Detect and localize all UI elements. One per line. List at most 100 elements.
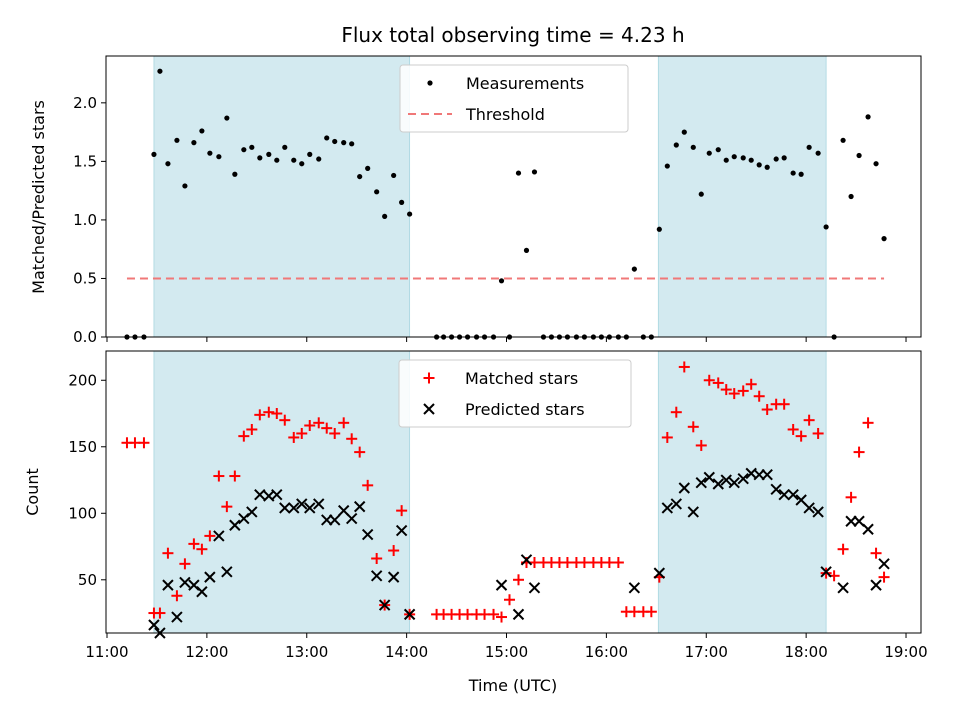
matched-star-point: [837, 543, 849, 555]
matched-star-point: [279, 414, 291, 426]
observing-window-shade: [657, 55, 827, 338]
predicted-marker-b: [703, 471, 715, 484]
predicted-marker-b: [520, 554, 533, 566]
x-axis-label: Time (UTC): [468, 676, 557, 695]
predicted-marker-b: [271, 488, 283, 501]
matched-star-point: [362, 479, 374, 491]
y-tick-label: 0.0: [73, 328, 97, 346]
measurement-point: [740, 155, 746, 161]
predicted-star-point: [162, 579, 174, 591]
measurement-point: [881, 236, 887, 242]
measurement-point: [199, 128, 205, 134]
predicted-marker-b: [795, 494, 807, 506]
x-tick-label: 15:00: [485, 643, 528, 661]
predicted-star-point: [279, 502, 291, 514]
predicted-marker-b: [870, 579, 882, 591]
matched-star-point: [196, 543, 208, 555]
predicted-star-point: [148, 619, 160, 631]
measurement-point: [165, 161, 171, 167]
y-tick-label: 50: [78, 571, 97, 589]
predicted-marker-b: [279, 502, 291, 514]
matched-star-point: [670, 406, 682, 418]
predicted-star-point: [812, 506, 824, 518]
predicted-marker-b: [862, 523, 874, 535]
legend-label: Measurements: [466, 74, 584, 93]
predicted-star-point: [353, 500, 366, 513]
predicted-marker-b: [687, 506, 699, 518]
measurement-point: [182, 183, 188, 189]
predicted-star-point: [728, 476, 740, 489]
legend-predicted-marker-b: [423, 403, 435, 415]
predicted-star-point: [213, 530, 225, 542]
matched-star-point: [878, 571, 890, 583]
matched-star-point: [812, 427, 824, 439]
matched-star-point: [238, 430, 250, 442]
predicted-marker-b: [229, 519, 241, 531]
matched-star-point: [188, 538, 200, 550]
predicted-marker-b: [837, 582, 849, 594]
matched-star-point: [737, 385, 749, 397]
measurement-point: [515, 170, 522, 176]
matched-star-point: [745, 378, 757, 390]
matched-star-point: [753, 390, 765, 402]
predicted-star-point: [878, 558, 890, 570]
y-tick-label: 100: [68, 504, 97, 522]
predicted-star-point: [803, 502, 815, 514]
predicted-star-point: [179, 576, 191, 589]
predicted-marker-b: [653, 567, 666, 579]
matched-star-point: [661, 431, 673, 443]
predicted-star-point: [246, 506, 258, 518]
predicted-marker-b: [361, 528, 374, 541]
predicted-star-point: [695, 476, 707, 489]
predicted-marker-b: [378, 599, 391, 611]
matched-star-point: [263, 406, 275, 418]
measurement-point: [374, 189, 380, 195]
measurement-point: [365, 165, 371, 171]
predicted-marker-b: [370, 570, 383, 582]
predicted-marker-b: [188, 579, 200, 591]
predicted-star-point: [370, 570, 383, 582]
matched-star-point: [171, 590, 183, 602]
matched-star-point: [254, 409, 266, 421]
measurement-point: [332, 138, 338, 145]
matched-star-point: [346, 433, 358, 445]
matched-star-point: [138, 437, 150, 449]
predicted-marker-b: [171, 611, 183, 623]
x-tick-label: 14:00: [385, 643, 428, 661]
matched-star-point: [787, 423, 799, 435]
chart-title: Flux total observing time = 4.23 h: [341, 23, 684, 47]
predicted-star-point: [720, 474, 732, 486]
predicted-marker-b: [353, 500, 366, 513]
y-tick-label: 150: [68, 438, 97, 456]
matched-star-point: [229, 470, 241, 482]
predicted-marker-b: [221, 566, 233, 578]
measurement-point: [307, 151, 313, 157]
measurement-point: [873, 161, 879, 167]
x-tick-label: 19:00: [884, 643, 927, 661]
predicted-marker-b: [495, 579, 508, 591]
predicted-marker-b: [148, 619, 160, 631]
matched-star-point: [712, 377, 724, 389]
predicted-marker-b: [179, 576, 191, 589]
observing-window-shade: [657, 350, 827, 634]
predicted-star-point: [528, 582, 541, 594]
predicted-marker-b: [712, 478, 724, 490]
measurement-point: [391, 172, 397, 179]
matched-star-point: [162, 547, 174, 559]
predicted-star-point: [712, 478, 724, 490]
bottom-panel: 50 100 150 200 11:00 12:00 13:00 14:00 15:00 16:0…: [68, 350, 928, 661]
matched-star-point: [329, 427, 341, 439]
predicted-star-point: [703, 471, 715, 484]
matched-star-point: [870, 547, 882, 559]
measurement-point: [299, 161, 305, 167]
measurement-point: [681, 129, 687, 135]
measurement-point: [216, 154, 222, 160]
x-tick-label: 18:00: [785, 643, 828, 661]
matched-star-point: [761, 404, 773, 416]
predicted-marker-b: [304, 502, 316, 514]
predicted-marker-b: [878, 558, 890, 570]
predicted-star-point: [313, 498, 325, 510]
predicted-marker-b: [246, 506, 258, 518]
matched-star-point: [213, 470, 225, 482]
